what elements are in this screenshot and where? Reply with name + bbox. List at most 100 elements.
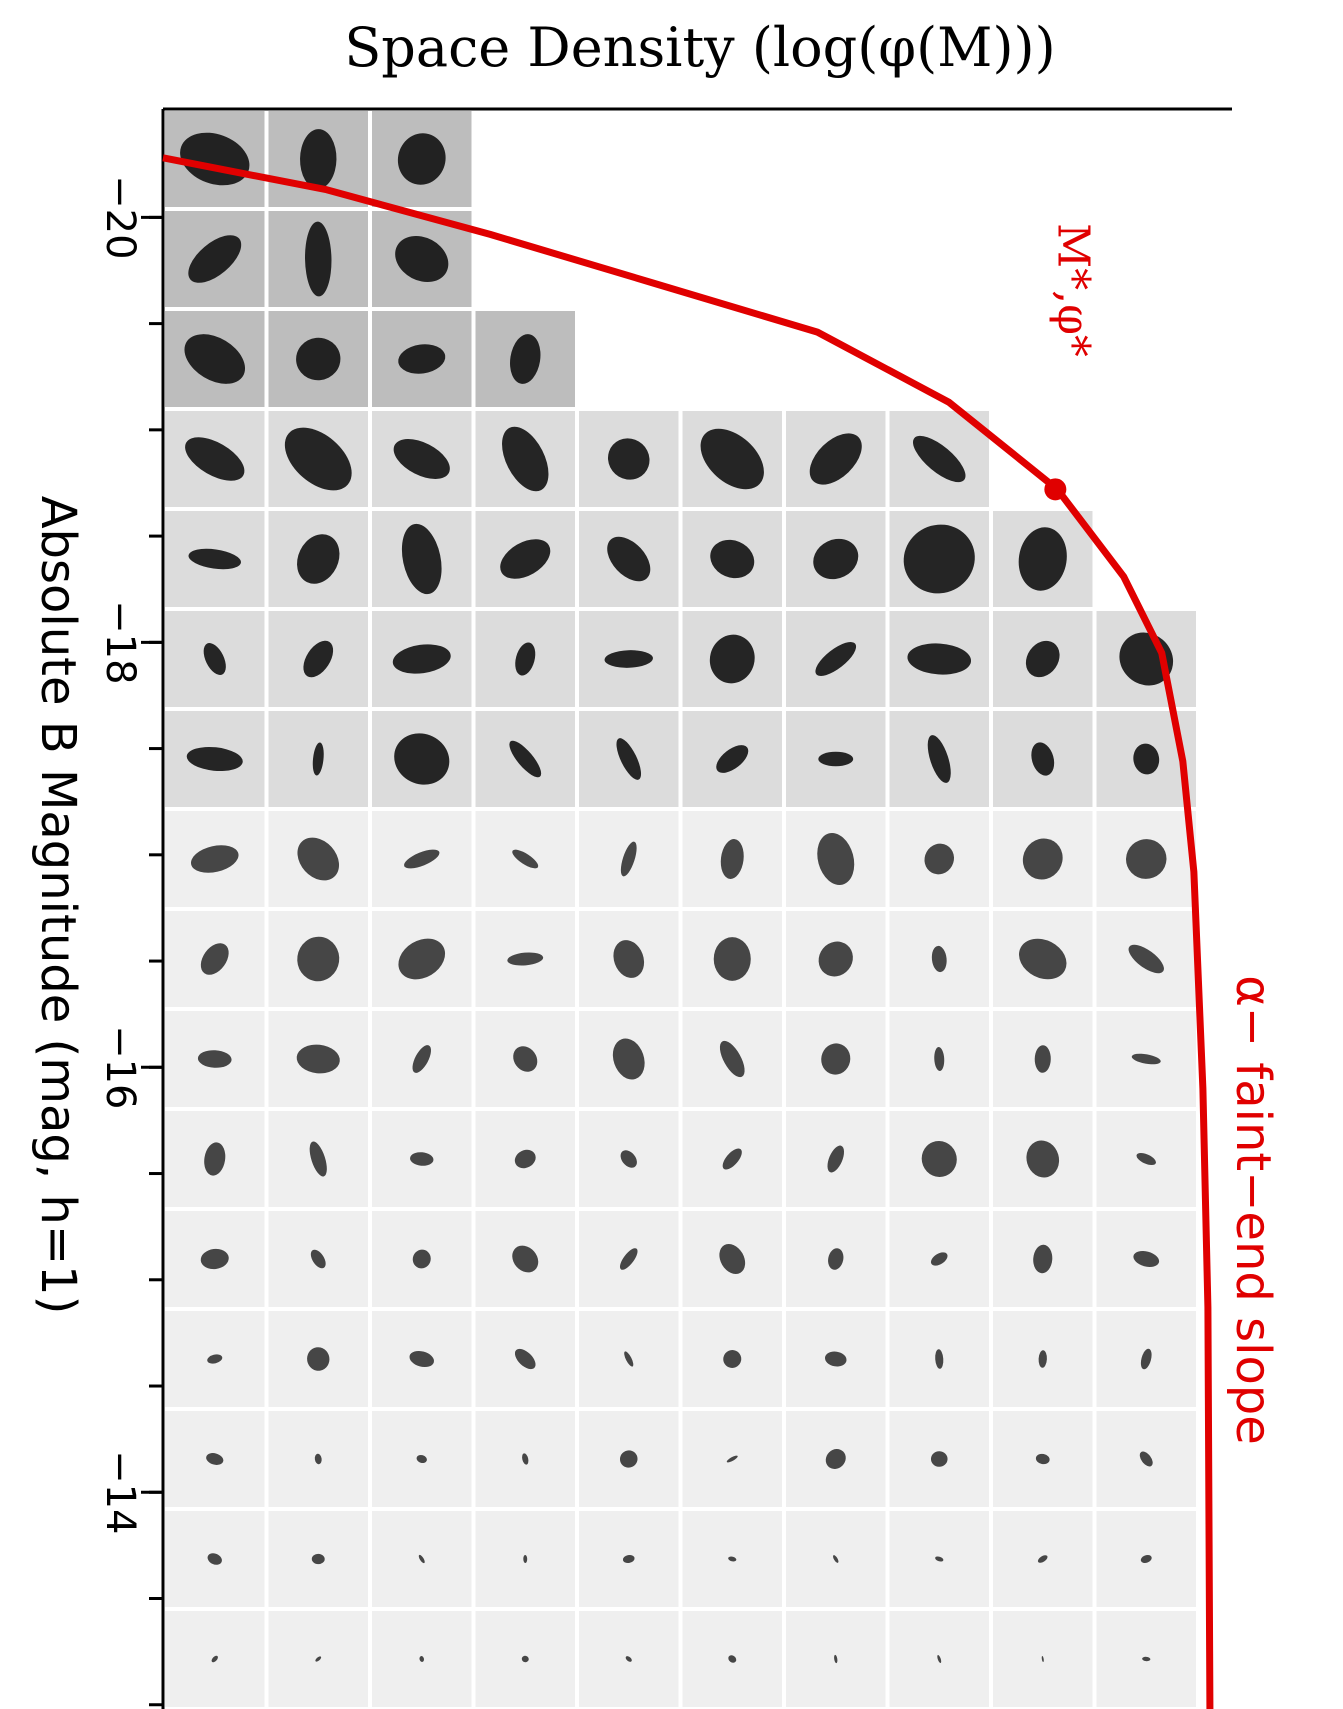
galaxy bbox=[619, 1248, 638, 1270]
galaxy bbox=[821, 1043, 851, 1075]
galaxy bbox=[834, 1654, 838, 1664]
galaxy bbox=[1022, 838, 1063, 880]
galaxy bbox=[509, 740, 542, 778]
galaxy bbox=[813, 538, 859, 580]
galaxy bbox=[828, 1248, 844, 1270]
galaxy bbox=[185, 437, 245, 481]
galaxy bbox=[710, 539, 755, 579]
galaxy bbox=[1133, 743, 1160, 775]
galaxy bbox=[522, 1453, 529, 1465]
galaxy bbox=[409, 1350, 435, 1368]
galaxy bbox=[728, 1655, 737, 1663]
galaxy bbox=[726, 1455, 738, 1463]
galaxy bbox=[1034, 1045, 1051, 1073]
y-axis-label: Absolute B Magnitude (mag, h=1) bbox=[30, 496, 86, 1315]
galaxy bbox=[921, 1140, 957, 1178]
galaxy bbox=[307, 1347, 330, 1371]
galaxy bbox=[1035, 1453, 1050, 1465]
galaxy bbox=[404, 849, 440, 869]
galaxy bbox=[1142, 1656, 1151, 1662]
galaxy bbox=[818, 751, 854, 767]
galaxy bbox=[419, 1656, 424, 1662]
galaxy bbox=[1033, 1244, 1053, 1274]
galaxy bbox=[935, 1349, 944, 1369]
y-tick-label: −18 bbox=[97, 600, 143, 684]
galaxy bbox=[188, 548, 241, 570]
galaxy bbox=[203, 643, 226, 675]
galaxy bbox=[204, 1142, 226, 1176]
galaxy bbox=[211, 1655, 218, 1663]
galaxy-thumbnails bbox=[165, 111, 1196, 1707]
galaxy bbox=[184, 334, 246, 384]
galaxy bbox=[1025, 640, 1060, 678]
galaxy bbox=[395, 235, 449, 283]
x-axis-label: Space Density (log(φ(M))) bbox=[344, 16, 1055, 79]
galaxy bbox=[314, 1453, 322, 1465]
galaxy bbox=[398, 938, 446, 980]
galaxy bbox=[200, 943, 229, 975]
galaxy bbox=[1031, 742, 1055, 776]
galaxy bbox=[1140, 1555, 1152, 1563]
galaxy bbox=[824, 1351, 847, 1367]
galaxy bbox=[392, 644, 451, 674]
galaxy bbox=[418, 1554, 425, 1564]
galaxy bbox=[502, 426, 549, 492]
galaxy bbox=[312, 742, 324, 776]
galaxy bbox=[720, 839, 744, 879]
galaxy bbox=[935, 1556, 944, 1562]
galaxy bbox=[934, 1047, 945, 1071]
galaxy bbox=[1131, 1053, 1161, 1065]
characteristic-point bbox=[1044, 478, 1067, 501]
galaxy bbox=[394, 733, 450, 785]
galaxy bbox=[296, 337, 341, 381]
galaxy bbox=[297, 534, 340, 584]
galaxy bbox=[206, 1453, 224, 1465]
y-tick-label: −14 bbox=[97, 1450, 143, 1534]
galaxy bbox=[1133, 1251, 1160, 1267]
galaxy bbox=[416, 1454, 427, 1464]
galaxy bbox=[607, 438, 650, 480]
galaxy bbox=[624, 1351, 634, 1367]
galaxy bbox=[620, 841, 637, 877]
galaxy bbox=[716, 745, 749, 773]
galaxy bbox=[604, 650, 653, 668]
galaxy bbox=[620, 1150, 637, 1168]
galaxy bbox=[303, 640, 334, 678]
galaxy bbox=[311, 1553, 325, 1565]
galaxy bbox=[825, 1449, 846, 1469]
galaxy bbox=[1126, 839, 1167, 879]
galaxy bbox=[512, 849, 539, 869]
galaxy bbox=[1140, 1348, 1152, 1370]
galaxy bbox=[931, 945, 947, 973]
galaxy bbox=[719, 1040, 745, 1078]
galaxy bbox=[728, 1556, 737, 1562]
galaxy bbox=[1026, 1140, 1060, 1178]
galaxy bbox=[393, 439, 450, 479]
galaxy bbox=[300, 129, 337, 189]
galaxy bbox=[207, 1354, 223, 1364]
galaxy bbox=[709, 634, 755, 684]
galaxy bbox=[521, 1655, 529, 1663]
galaxy bbox=[927, 735, 951, 783]
galaxy bbox=[1128, 944, 1164, 974]
galaxy bbox=[612, 1038, 645, 1080]
galaxy bbox=[815, 642, 857, 676]
galaxy bbox=[315, 1656, 322, 1662]
galaxy bbox=[507, 952, 544, 966]
galaxy bbox=[310, 1249, 326, 1269]
galaxy bbox=[616, 738, 642, 780]
annotation: M*,φ* bbox=[1048, 223, 1099, 357]
galaxy bbox=[907, 643, 972, 675]
galaxy bbox=[412, 1045, 431, 1073]
galaxy bbox=[297, 837, 340, 881]
y-tick-label: −20 bbox=[97, 175, 143, 259]
galaxy bbox=[514, 1149, 536, 1169]
galaxy bbox=[197, 1050, 232, 1068]
galaxy bbox=[523, 1554, 528, 1564]
galaxy bbox=[1139, 1451, 1153, 1467]
galaxy bbox=[713, 937, 751, 981]
galaxy bbox=[1037, 1555, 1048, 1563]
galaxy bbox=[1018, 527, 1067, 591]
galaxy bbox=[613, 940, 645, 978]
galaxy bbox=[827, 1145, 845, 1173]
